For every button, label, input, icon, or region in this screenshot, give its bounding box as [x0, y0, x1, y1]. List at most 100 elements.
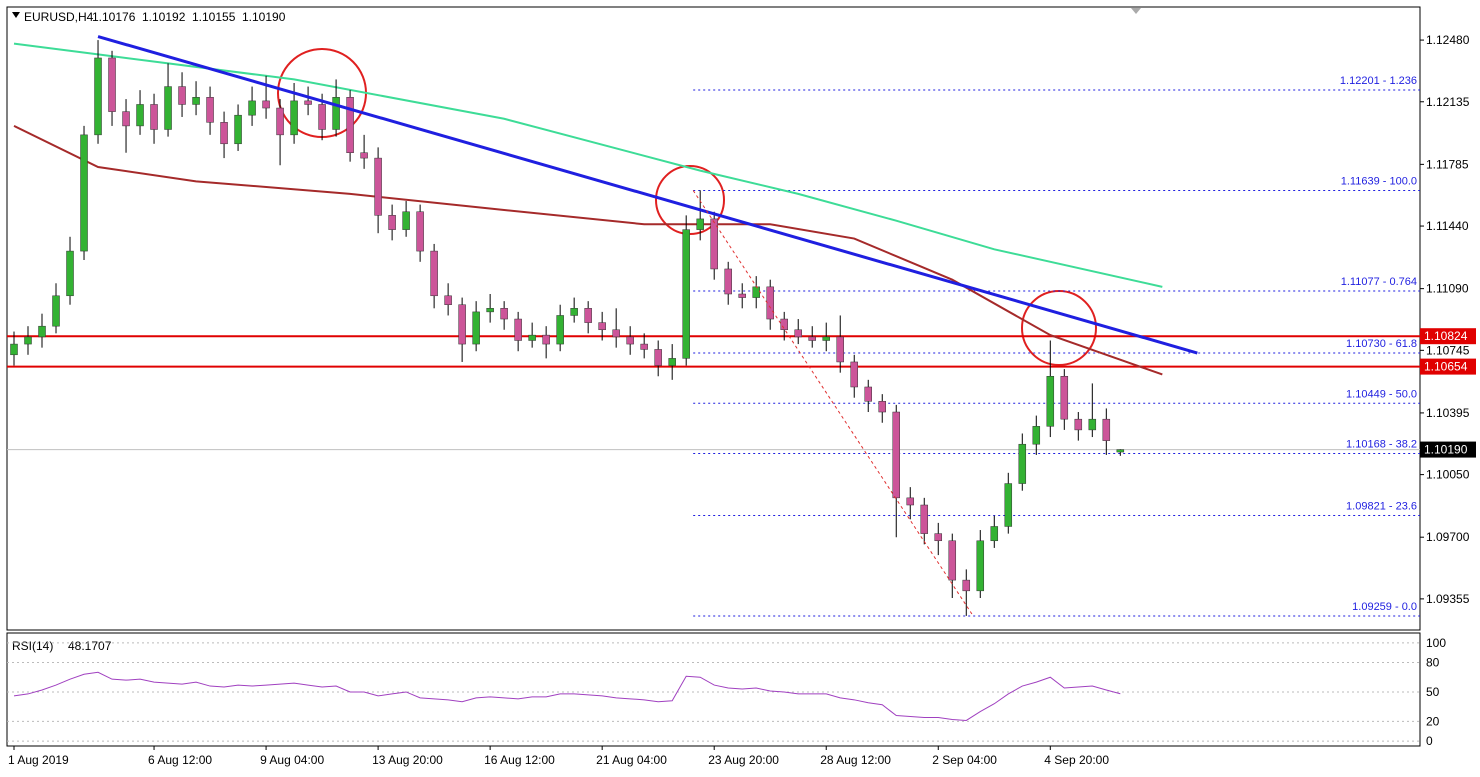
candle-body	[248, 100, 256, 116]
candle-body	[654, 349, 662, 366]
candle-body	[276, 107, 284, 136]
candle-body	[752, 286, 760, 298]
candle-body	[220, 122, 228, 145]
candle-body	[1018, 443, 1027, 484]
candle-body	[1102, 418, 1111, 441]
fib-label: 1.11077 - 0.764	[1341, 276, 1417, 288]
fib-label: 1.10168 - 38.2	[1346, 439, 1417, 451]
candle-body	[136, 104, 144, 127]
candle-body	[850, 361, 858, 388]
candle-body	[1032, 426, 1041, 445]
fib-label: 1.10449 - 50.0	[1346, 388, 1417, 400]
candle-body	[710, 218, 718, 270]
x-tick-label: 4 Sep 20:00	[1044, 753, 1109, 767]
candle-body	[66, 250, 74, 297]
rsi-value: 48.1707	[68, 639, 112, 653]
fib-label: 1.09821 - 23.6	[1346, 501, 1417, 513]
rsi-line	[13, 671, 1121, 721]
candle-body	[1046, 376, 1055, 427]
candle-body	[1060, 376, 1069, 420]
highlight-circle	[1021, 290, 1097, 366]
candle-body	[682, 229, 690, 359]
moving-average	[13, 125, 1163, 376]
moving-average	[13, 42, 1163, 288]
scroll-marker	[1131, 8, 1141, 14]
y-tick-label: 1.09355	[1426, 592, 1470, 606]
candle-body	[808, 336, 816, 341]
quote-close: 1.10190	[242, 10, 286, 24]
x-tick-label: 9 Aug 04:00	[260, 753, 324, 767]
x-tick-label: 13 Aug 20:00	[372, 753, 443, 767]
y-tick-label: 1.10745	[1426, 343, 1470, 357]
rsi-tick-label: 0	[1426, 734, 1433, 748]
y-tick-label: 1.09700	[1426, 530, 1470, 544]
price-label: 1.10824	[1424, 329, 1468, 343]
price-label: 1.10654	[1424, 360, 1468, 374]
rsi-tick-label: 50	[1426, 685, 1440, 699]
quote-low: 1.10155	[192, 10, 236, 24]
candle-body	[556, 315, 564, 345]
candle-body	[598, 322, 606, 331]
candle-body	[612, 329, 620, 338]
symbol: EURUSD,H4	[24, 10, 94, 24]
candle-body	[878, 401, 886, 413]
candle-body	[402, 211, 410, 230]
candle-body	[696, 218, 704, 230]
quote-open: 1.10176	[92, 10, 136, 24]
fib-label: 1.12201 - 1.236	[1340, 75, 1417, 87]
candle-body	[332, 97, 340, 130]
y-tick-label: 1.12480	[1426, 33, 1470, 47]
candle-body	[724, 268, 732, 295]
candle-body	[934, 533, 943, 542]
candle-body	[528, 334, 536, 341]
price-label-box	[1420, 441, 1476, 458]
candle-body	[472, 311, 480, 345]
rsi-tick-label: 20	[1426, 714, 1440, 728]
candle-body	[500, 308, 508, 320]
fib-label: 1.10730 - 61.8	[1346, 338, 1417, 350]
candle-body	[542, 334, 550, 345]
price-label: 1.10190	[1424, 443, 1468, 457]
candle-body	[668, 358, 676, 366]
candle-body	[626, 336, 634, 345]
x-tick-label: 21 Aug 04:00	[596, 753, 667, 767]
quote-high: 1.10192	[142, 10, 186, 24]
x-tick-label: 2 Sep 04:00	[932, 753, 997, 767]
y-tick-label: 1.10050	[1426, 468, 1470, 482]
rsi-tick-label: 100	[1426, 636, 1446, 650]
candle-body	[80, 134, 88, 252]
x-tick-label: 28 Aug 12:00	[820, 753, 891, 767]
candle-body	[24, 336, 32, 345]
candle-body	[360, 152, 368, 159]
x-tick-label: 1 Aug 2019	[8, 753, 69, 767]
candle-body	[192, 97, 200, 105]
x-tick-label: 23 Aug 20:00	[708, 753, 779, 767]
main-panel	[6, 6, 1421, 631]
y-tick-label: 1.11785	[1426, 157, 1469, 171]
rsi-tick-label: 80	[1426, 655, 1440, 669]
candle-body	[206, 97, 214, 123]
candle-body	[374, 157, 382, 216]
candle-body	[416, 211, 424, 252]
candle-body	[738, 293, 746, 298]
fib-label: 1.11639 - 100.0	[1341, 175, 1417, 187]
candle-body	[318, 104, 326, 130]
trendline	[692, 190, 974, 617]
rsi-name: RSI(14)	[12, 639, 53, 653]
x-tick-label: 16 Aug 12:00	[484, 753, 555, 767]
price-label-box	[1420, 328, 1476, 345]
candle-body	[178, 86, 186, 105]
candle-body	[794, 329, 802, 338]
candle-body	[444, 295, 452, 305]
candle-body	[1074, 418, 1083, 431]
candle-body	[458, 304, 466, 345]
candle-body	[10, 343, 18, 356]
candle-body	[150, 104, 158, 130]
candle-body	[234, 114, 242, 145]
rsi-panel	[6, 632, 1421, 747]
candle-body	[388, 215, 396, 230]
y-tick-label: 1.11440	[1426, 219, 1469, 233]
candle-body	[920, 504, 929, 534]
candle-body	[962, 579, 971, 592]
